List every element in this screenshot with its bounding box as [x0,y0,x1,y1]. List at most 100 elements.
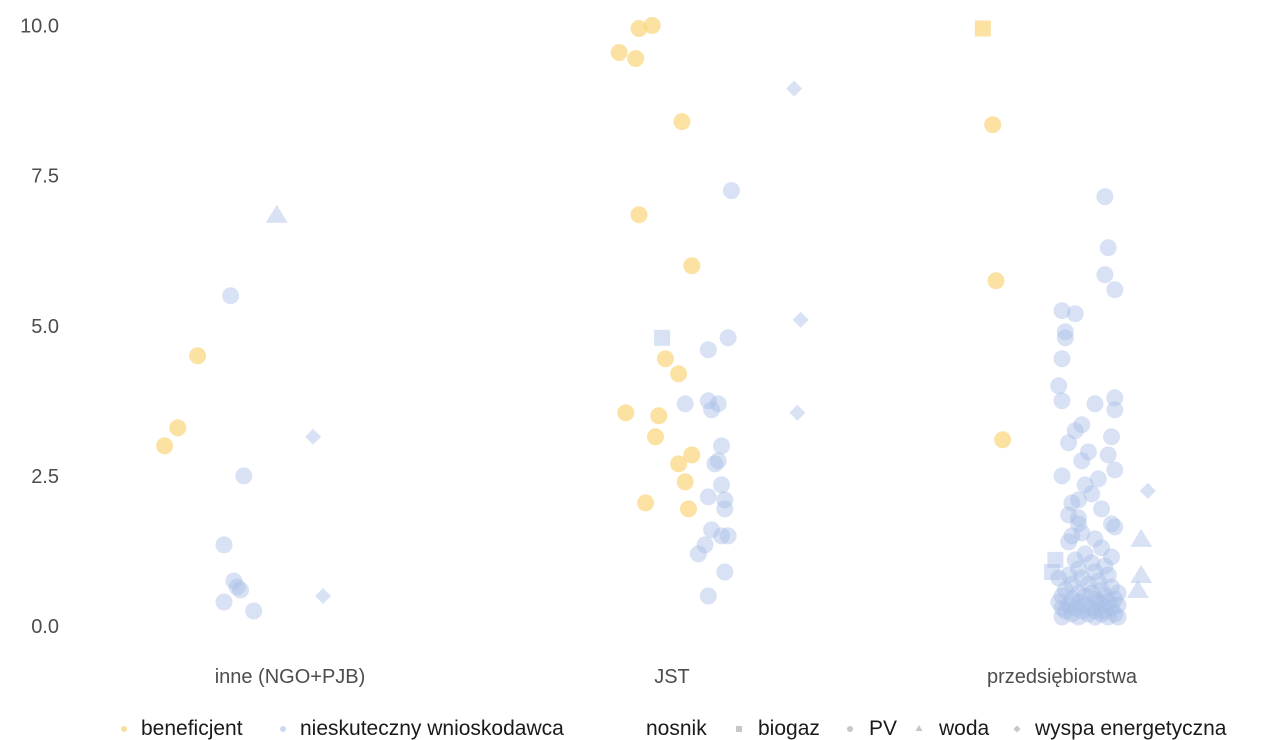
data-point-circle [713,437,730,455]
legend-key-nieskuteczny [280,726,286,732]
data-point-circle [709,395,727,413]
data-point-circle [1070,560,1087,578]
data-point-circle [680,500,697,518]
data-point-circle [656,350,674,368]
data-point-circle [703,521,721,539]
data-point-triangle [1126,580,1149,598]
legend-key-beneficjent [121,726,127,732]
data-point-circle [650,407,668,425]
x-axis-ticks: inne (NGO+PJB) JST przedsiębiorstwa [215,666,1138,688]
data-point-circle [1089,470,1107,488]
data-point-circle [1106,605,1124,623]
legend: beneficjent nieskuteczny wnioskodawca no… [0,712,1262,740]
data-point-circle [1099,593,1117,611]
y-tick-label: 2.5 [31,466,59,488]
data-point-circle [1070,608,1087,626]
data-point-circle [709,452,727,470]
data-point-circle [1086,608,1104,626]
data-point-circle [1070,584,1087,602]
data-point-circle [1106,518,1124,536]
data-point-circle [610,44,628,61]
data-point-circle [245,602,263,620]
data-point-circle [1083,554,1101,572]
data-point-circle [1056,581,1074,599]
data-point-circle [1063,527,1081,545]
data-point-circle [689,545,707,563]
data-point-circle [1070,491,1087,509]
data-point-circle [1103,548,1120,566]
data-point-circle [228,578,246,596]
data-point-circle [1103,428,1120,446]
data-point-circle [637,494,655,512]
data-point-diamond [1139,482,1156,499]
data-point-circle [1093,581,1111,599]
data-point-circle [984,116,1002,134]
triangle-icon [915,725,923,731]
data-point-circle [719,329,737,347]
y-tick-label: 0.0 [31,616,59,638]
y-tick-label: 5.0 [31,316,59,338]
data-point-circle [1089,572,1107,590]
diamond-icon [1013,725,1021,733]
data-point-circle [1053,608,1071,626]
data-point-square [974,20,991,37]
data-point-circle [215,536,233,554]
data-point-circle [1096,266,1114,284]
data-point-circle [1060,434,1078,452]
data-point-circle [716,563,734,581]
data-point-circle [647,428,664,446]
data-point-circle [232,581,249,599]
data-point-circle [1053,587,1071,605]
data-point-circle [1060,566,1078,584]
data-point-circle [1099,608,1117,626]
data-point-circle [1063,575,1081,593]
data-point-circle [1086,602,1104,620]
data-point-circle [1086,563,1104,581]
data-point-circle [676,473,694,491]
data-point-circle [713,527,730,545]
data-point-circle [643,17,661,34]
x-tick-label: JST [654,666,690,688]
data-point-triangle [1130,528,1153,547]
data-point-circle [1050,593,1068,611]
data-point-circle [1066,599,1084,617]
data-point-circle [1070,593,1087,611]
data-point-circle [670,365,688,383]
data-point-circle [1109,584,1127,602]
data-point-circle [1056,602,1074,620]
data-point-circle [673,113,691,131]
data-point-circle [1079,575,1097,593]
data-point-circle [722,182,740,200]
data-point-circle [699,341,717,359]
data-point-circle [1099,566,1117,584]
data-point-circle [1089,593,1107,611]
legend-title-nosnik: nosnik [646,717,707,740]
data-point-square [1044,564,1061,580]
data-point-circle [683,446,701,464]
legend-label-wyspa-energetyczna: wyspa energetyczna [1035,717,1227,740]
data-point-circle [716,500,734,518]
data-point-circle [703,401,721,419]
data-point-circle [1106,461,1124,479]
circle-icon [847,726,853,732]
x-tick-label: inne (NGO+PJB) [215,666,366,688]
data-point-circle [1093,605,1111,623]
data-point-circle [1076,545,1094,563]
data-point-circle [1083,599,1101,617]
data-point-circle [1066,551,1084,569]
data-point-circle [1073,569,1091,587]
data-point-circle [1070,509,1087,527]
data-point-circle [156,437,174,455]
data-point-circle [215,593,233,611]
data-point-circle [696,536,714,554]
data-point-circle [987,272,1005,290]
data-point-circle [1076,476,1094,494]
data-point-circle [1066,422,1084,440]
data-point-circle [222,287,240,305]
data-point-circle [706,455,724,473]
y-tick-label: 10.0 [20,16,59,38]
legend-label-pv: PV [869,717,898,740]
data-point-circle [1103,599,1120,617]
data-point-circle [1093,539,1111,557]
